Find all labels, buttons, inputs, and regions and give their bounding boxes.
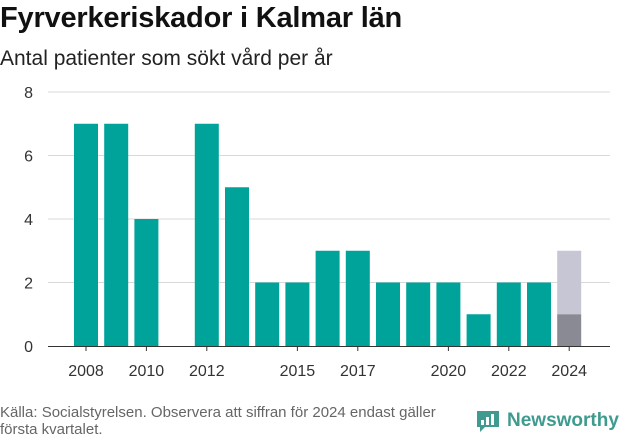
x-tick-label: 2022 xyxy=(491,363,527,380)
bar-2016 xyxy=(315,250,340,346)
chart-subtitle: Antal patienter som sökt vård per år xyxy=(0,47,333,70)
bar-2024-first-quarter xyxy=(557,314,582,346)
x-tick-label: 2017 xyxy=(340,363,376,380)
bar-2014 xyxy=(255,282,280,346)
x-tick-label: 2010 xyxy=(129,363,165,380)
x-tick-label: 2008 xyxy=(68,363,104,380)
bar-2024-projected xyxy=(557,250,582,315)
bar-2015 xyxy=(285,282,310,346)
chart-title: Fyrverkeriskador i Kalmar län xyxy=(0,2,403,34)
brand-logo: Newsworthy xyxy=(475,409,619,433)
y-tick-label: 2 xyxy=(24,276,33,293)
x-tick-label: 2012 xyxy=(189,363,225,380)
bar-2009 xyxy=(104,123,129,346)
bar-2023 xyxy=(527,282,551,346)
bar-2020 xyxy=(436,282,461,346)
brand-name: Newsworthy xyxy=(507,410,619,431)
y-tick-label: 6 xyxy=(24,149,33,166)
bar-2012 xyxy=(194,123,219,346)
bar-2021 xyxy=(466,314,491,346)
x-tick-label: 2015 xyxy=(280,363,316,380)
bar-chart: 0 2 4 6 8 2008 2010 2012 2015 2017 2020 2022 2024 xyxy=(24,85,610,380)
y-tick-label: 8 xyxy=(24,85,33,102)
bar-2018 xyxy=(376,282,400,346)
y-tick-label: 4 xyxy=(24,212,33,229)
bar-2013 xyxy=(225,187,249,346)
x-tick-label: 2020 xyxy=(431,363,467,380)
bar-2017 xyxy=(345,250,370,346)
newsworthy-logo-icon xyxy=(477,411,499,432)
bar-2010 xyxy=(134,219,159,346)
source-note: Källa: Socialstyrelsen. Observera att si… xyxy=(0,404,436,438)
x-tick-label: 2024 xyxy=(551,363,587,380)
y-tick-label: 0 xyxy=(24,339,33,356)
bar-2008 xyxy=(74,123,98,346)
bar-2022 xyxy=(496,282,521,346)
bar-2019 xyxy=(406,282,431,346)
